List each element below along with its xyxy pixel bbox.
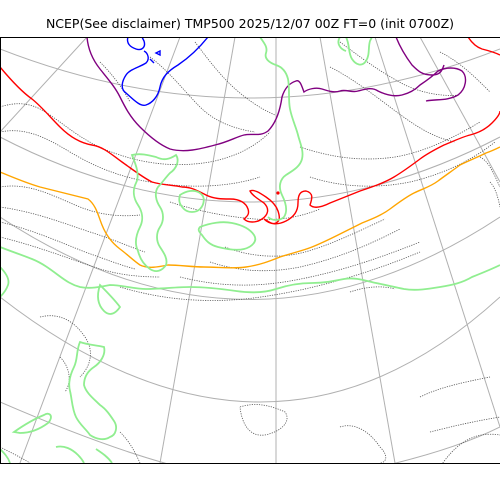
contour-mid <box>0 37 500 225</box>
point-marker <box>276 191 280 195</box>
temperature-map <box>0 37 500 463</box>
latitude-line <box>0 136 500 203</box>
coastline <box>119 251 421 301</box>
coastline <box>239 404 288 436</box>
coastline <box>224 218 386 257</box>
meridian-line <box>19 37 181 463</box>
coastline <box>0 103 271 165</box>
contour-warmest <box>259 37 304 221</box>
contour-warmest <box>0 246 500 294</box>
coastline <box>39 315 91 378</box>
coastline <box>339 425 387 463</box>
map-title: NCEP(See disclaimer) TMP500 2025/12/07 0… <box>45 16 455 31</box>
coastline <box>0 206 146 253</box>
coastline <box>299 121 481 160</box>
coastline <box>119 431 141 463</box>
meridian-line <box>319 37 396 463</box>
coastline <box>0 446 31 463</box>
coastline <box>309 141 496 187</box>
coastline <box>179 241 421 286</box>
coastline <box>0 221 136 270</box>
coastline <box>329 66 456 143</box>
coastline <box>0 185 141 217</box>
coastline <box>59 356 70 393</box>
coastline <box>479 156 500 188</box>
coastline <box>149 56 256 133</box>
contour-warmest <box>178 189 205 213</box>
coastline <box>439 51 491 93</box>
coastline <box>99 61 131 103</box>
contour-warmest <box>0 266 10 298</box>
contour-warmest <box>197 221 257 251</box>
contour-coldest <box>121 37 209 106</box>
coastline <box>0 130 261 187</box>
coastline <box>442 433 500 463</box>
latitude-line <box>393 426 500 463</box>
contour-warmest <box>97 283 122 315</box>
map-plot-area <box>0 37 500 463</box>
contour-warmest <box>0 445 113 463</box>
coastline <box>339 41 461 96</box>
coastline <box>489 181 500 208</box>
coastline <box>0 236 161 278</box>
coastline <box>194 41 276 116</box>
latitude-line <box>0 48 500 99</box>
latitude-line <box>0 216 500 300</box>
graticule-meridians <box>0 37 500 463</box>
contour-warmest <box>68 340 117 441</box>
coastline <box>209 228 401 272</box>
contour-warmest <box>337 37 373 66</box>
coastline <box>419 376 491 398</box>
coastlines <box>0 41 500 463</box>
latitude-line <box>0 296 500 403</box>
meridian-line <box>0 37 88 133</box>
contour-warm <box>0 146 500 269</box>
meridian-line <box>374 37 500 428</box>
contour-warmest <box>11 412 52 434</box>
meridian-line <box>419 37 500 183</box>
coastline <box>429 416 500 433</box>
contour-warmest <box>130 153 179 272</box>
graticule-latitude-lines <box>0 48 500 463</box>
coastline <box>169 201 321 220</box>
contour-cold <box>86 37 467 152</box>
meridian-line <box>159 37 236 463</box>
latitude-line <box>0 401 167 463</box>
coastline <box>349 286 396 293</box>
